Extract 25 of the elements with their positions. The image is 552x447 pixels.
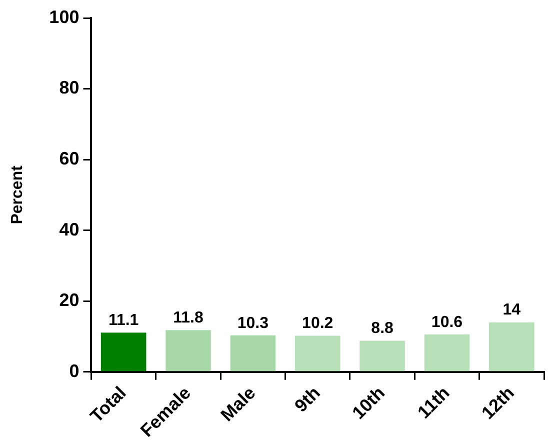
data-label: 10.6 [431, 314, 463, 331]
y-tick-label: 40 [59, 219, 80, 240]
y-tick-label: 20 [59, 290, 80, 310]
data-label: 11.1 [108, 312, 139, 329]
data-label: 14 [502, 302, 521, 319]
x-tick-label: 11th [414, 382, 454, 422]
bar [360, 340, 405, 372]
y-tick-label: 60 [59, 148, 80, 169]
y-axis-title: Percent [9, 164, 26, 224]
bar [294, 336, 340, 372]
bar [100, 332, 146, 372]
bar [489, 322, 534, 372]
bar [230, 335, 276, 372]
y-tick-label: 80 [59, 78, 80, 98]
data-label: 11.8 [173, 310, 204, 327]
y-tick-label: 100 [49, 6, 80, 27]
bar [166, 330, 211, 372]
data-label: 10.2 [302, 315, 334, 332]
x-tick-label: 10th [348, 382, 389, 424]
data-label: 10.3 [237, 314, 269, 332]
x-tick-label: 12th [478, 382, 518, 424]
y-tick-label: 0 [69, 360, 80, 381]
bar [424, 334, 470, 372]
x-tick-label: 9th [290, 382, 324, 416]
data-label: 8.8 [371, 320, 394, 338]
